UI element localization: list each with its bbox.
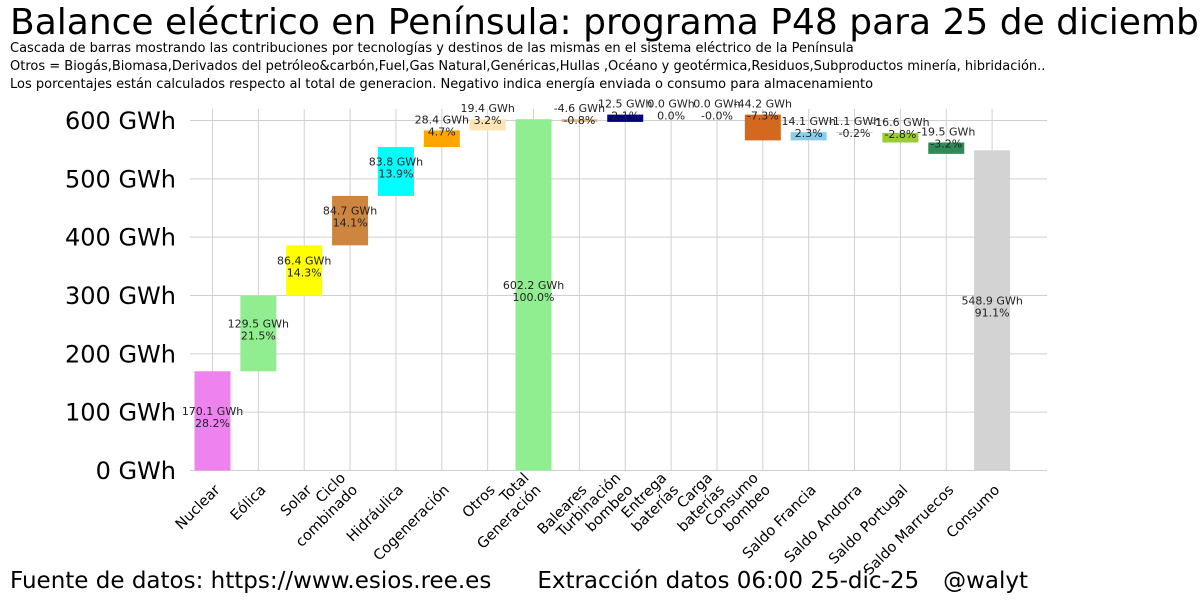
bar [882,132,919,143]
bar-percent-label: -3.2% [930,137,962,150]
bar-value-label: 129.5 GWh [228,318,289,331]
bar [240,295,277,372]
bar-percent-label: 3.2% [474,114,502,127]
x-tick-label-group: Eólica [228,482,270,524]
bar-percent-label: -0.2% [839,127,871,140]
bar-percent-label: 2.1% [611,110,639,123]
bar [928,142,965,154]
y-tick-label: 500 GWh [65,165,176,193]
bar-percent-label: 28.2% [195,417,230,430]
x-tick-label: Nuclear [173,482,224,533]
bar [286,245,323,296]
bar [790,132,827,141]
bar [561,119,598,122]
bar [332,195,369,246]
bar [194,371,231,471]
bar-value-label: 14.1 GWh [781,115,835,128]
y-tick-label: 600 GWh [65,107,176,135]
bar-value-label: -44.2 GWh [734,98,792,111]
chart-title: Balance eléctrico en Península: programa… [10,2,1200,43]
bar-value-label: 0.0 GWh [693,98,740,111]
footer-author: @walyt [943,568,1029,594]
bar-percent-label: 13.9% [378,167,413,180]
bar-percent-label: 91.1% [975,306,1010,319]
bar-value-label: 83.8 GWh [369,155,423,168]
bar-value-label: 86.4 GWh [277,255,331,268]
bar [607,114,644,122]
y-tick-label: 0 GWh [96,457,176,485]
bar-percent-label: -7.3% [747,110,779,123]
bar [423,130,460,148]
x-axis: Nuclear Eólica SolarCiclocombinadoHidráuli… [173,470,1003,579]
bar-percent-label: -2.8% [884,128,916,141]
y-tick-label: 300 GWh [65,282,176,310]
bar [836,132,873,133]
bar-value-label: -16.6 GWh [871,116,929,129]
bar [744,114,781,141]
subtitle-line-1: Cascada de barras mostrando las contribu… [10,41,854,56]
x-tick-label: Saldo Portugal [826,482,911,567]
bar-percent-label: 14.1% [333,217,368,230]
bar-value-label: -19.5 GWh [917,125,975,138]
bar [974,150,1011,471]
bar-percent-label: 14.3% [287,267,322,280]
footer-source: Fuente de datos: https://www.esios.ree.e… [10,568,492,594]
bar-value-label: 548.9 GWh [961,294,1022,307]
x-tick-label: Solar [278,482,315,519]
y-tick-label: 200 GWh [65,340,176,368]
bars [194,114,1011,471]
x-tick-label-group: Saldo Portugal [826,482,911,567]
y-tick-label: 100 GWh [65,399,176,427]
bar [469,119,506,131]
bar-percent-label: 100.0% [513,291,555,304]
bar-percent-label: -0.8% [563,114,595,127]
x-tick-label-group: Nuclear [173,482,224,533]
footer-extraction: Extracción datos 06:00 25-dic-25 [537,568,920,594]
bar-value-label: 28.4 GWh [415,113,469,126]
bar-value-label: -4.6 GWh [554,102,605,115]
bar-value-label: 0.0 GWh [647,98,694,111]
footer: Fuente de datos: https://www.esios.ree.e… [10,568,1028,594]
x-tick-label-group: Otros [460,482,499,521]
subtitle-line-3: Los porcentajes están calculados respect… [10,77,874,92]
bar-percent-label: 4.7% [428,125,456,138]
x-tick-label: Otros [460,482,499,521]
y-tick-label: 400 GWh [65,224,176,252]
x-tick-label: Eólica [228,482,270,524]
bar-value-label: 84.7 GWh [323,205,377,218]
x-tick-label: Saldo Andorra [782,482,866,566]
bar-value-label: 19.4 GWh [460,102,514,115]
x-tick-label-group: Saldo Andorra [782,482,866,566]
bar-percent-label: 0.0% [657,110,685,123]
bar [377,147,414,196]
bar-value-label: 602.2 GWh [503,279,564,292]
bar-value-label: 170.1 GWh [182,405,243,418]
bar-percent-label: -0.0% [701,110,733,123]
y-axis: 0 GWh 100 GWh 200 GWh 300 GWh 400 GWh 500 GWh… [65,107,176,485]
bar [515,119,552,471]
bar-value-label: -1.1 GWh [829,115,880,128]
x-tick-label-group: Solar [278,482,315,519]
bar-percent-label: 2.3% [795,127,823,140]
bar-percent-label: 21.5% [241,330,276,343]
bar-value-label: 12.5 GWh [598,98,652,111]
subtitle-line-2: Otros = Biogás,Biomasa,Derivados del pet… [10,59,1046,74]
